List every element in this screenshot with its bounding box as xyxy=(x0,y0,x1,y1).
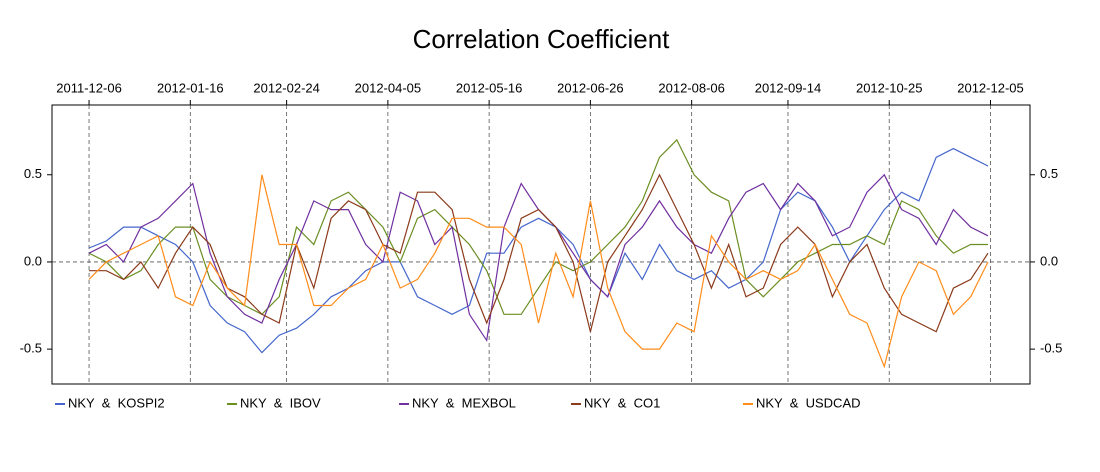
series-line xyxy=(88,147,989,354)
x-tick-label: 2012-01-16 xyxy=(157,80,224,95)
y2-tick-label: -0.5 xyxy=(1040,341,1062,356)
x-tick-label: 2012-02-24 xyxy=(253,80,320,95)
x-tick-label: 2012-05-16 xyxy=(456,80,523,95)
x-tick-label: 2012-10-25 xyxy=(856,80,923,95)
x-tick-label: 2012-06-26 xyxy=(557,80,624,95)
x-tick-label: 2011-12-06 xyxy=(56,80,122,95)
plot-frame xyxy=(51,104,1031,385)
y2-tick-label: 0.5 xyxy=(1040,166,1058,181)
y-tick-label: -0.5 xyxy=(20,341,42,356)
x-tick-label: 2012-12-05 xyxy=(957,80,1024,95)
series-line xyxy=(88,138,988,316)
chart-title: Correlation Coefficient xyxy=(413,24,671,54)
legend-label: NKY & IBOV xyxy=(240,395,321,410)
legend-label: NKY & KOSPI2 xyxy=(68,395,165,410)
legend-label: NKY & MEXBOL xyxy=(412,395,516,410)
y-tick-label: 0.5 xyxy=(24,166,42,181)
x-tick-label: 2012-09-14 xyxy=(755,80,822,95)
legend-label: NKY & USDCAD xyxy=(756,395,861,410)
series-line xyxy=(88,174,989,369)
legend-label: NKY & CO1 xyxy=(584,395,660,410)
x-tick-label: 2012-04-05 xyxy=(355,80,422,95)
series-line xyxy=(89,173,989,333)
x-tick-label: 2012-08-06 xyxy=(658,80,725,95)
y-tick-label: 0.0 xyxy=(24,253,42,268)
y2-tick-label: 0.0 xyxy=(1040,253,1058,268)
